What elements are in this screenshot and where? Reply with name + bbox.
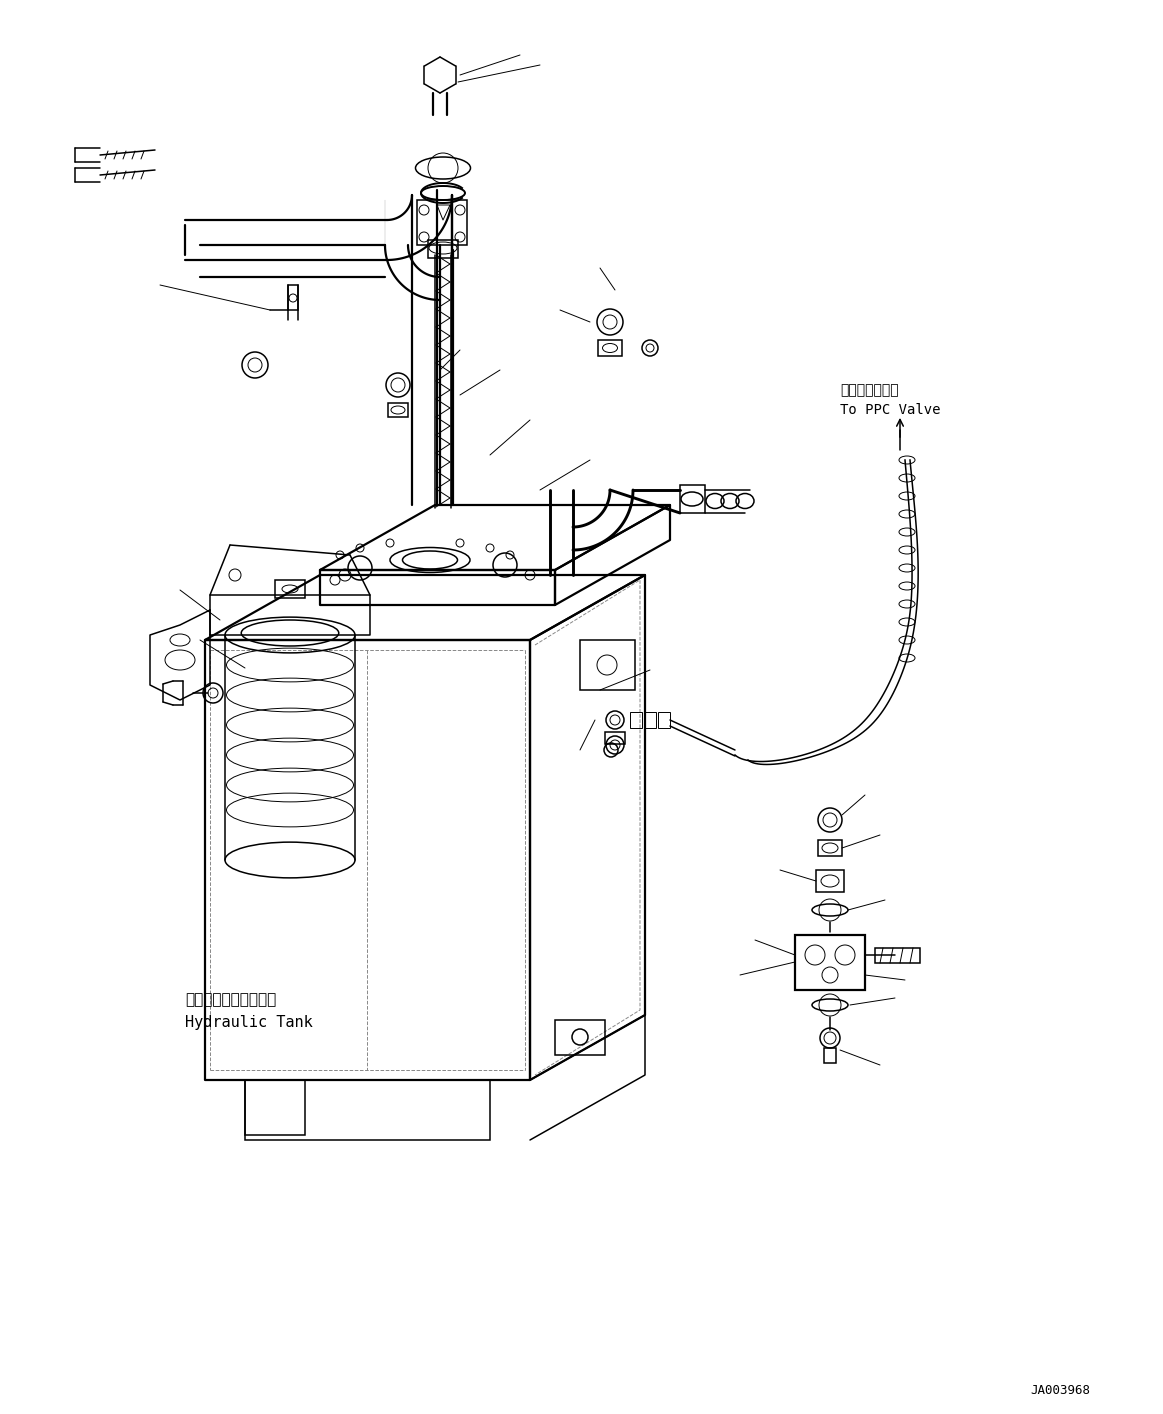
Text: ハイドロリックタンク: ハイドロリックタンク (185, 993, 277, 1008)
Bar (658, 713, 670, 728)
Bar (605, 732, 625, 744)
Bar (795, 935, 865, 990)
Bar (825, 1048, 836, 1063)
Bar (816, 870, 844, 892)
Bar (428, 240, 458, 257)
Bar (388, 403, 408, 417)
Bar (555, 1019, 605, 1055)
Bar (418, 199, 468, 245)
Bar (680, 485, 705, 513)
Text: Hydraulic Tank: Hydraulic Tank (185, 1014, 313, 1029)
Bar (598, 339, 622, 356)
Bar (274, 580, 305, 598)
Bar (818, 840, 842, 855)
Bar (580, 641, 635, 690)
Bar (288, 286, 298, 310)
Bar (875, 947, 920, 963)
Bar (644, 713, 656, 728)
Text: JA003968: JA003968 (1030, 1383, 1090, 1397)
Text: ＰＰＣバルブへ: ＰＰＣバルブへ (840, 383, 899, 397)
Bar (245, 1080, 305, 1135)
Text: To PPC Valve: To PPC Valve (840, 403, 941, 417)
Bar (630, 713, 642, 728)
Bar (245, 1080, 490, 1140)
